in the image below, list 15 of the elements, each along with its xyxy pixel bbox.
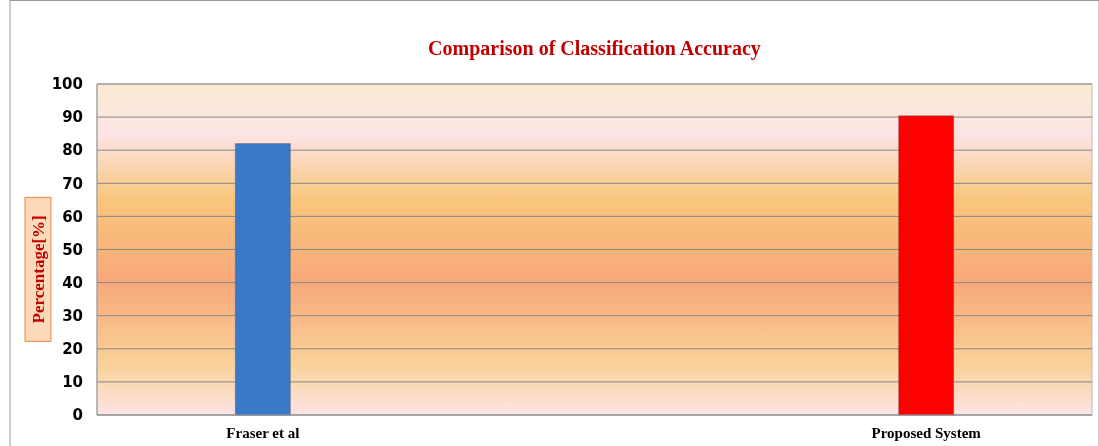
x-tick-label: Fraser et al xyxy=(226,425,300,441)
y-tick-label: 80 xyxy=(62,141,83,160)
y-tick-label: 10 xyxy=(62,373,83,392)
y-tick-label: 70 xyxy=(62,174,83,193)
y-tick-label: 30 xyxy=(62,306,83,325)
y-tick-label: 90 xyxy=(62,108,83,127)
y-tick-label: 50 xyxy=(62,240,83,259)
x-tick-label: Proposed System xyxy=(871,425,982,441)
y-axis-title: Percentage[%] xyxy=(28,215,48,324)
y-tick-label: 60 xyxy=(62,207,83,226)
y-tick-label: 40 xyxy=(62,273,83,292)
y-tick-label: 0 xyxy=(72,406,83,425)
chart-title: Comparison of Classification Accuracy xyxy=(428,37,761,60)
y-tick-label: 100 xyxy=(51,75,83,94)
y-tick-label: 20 xyxy=(62,340,83,359)
